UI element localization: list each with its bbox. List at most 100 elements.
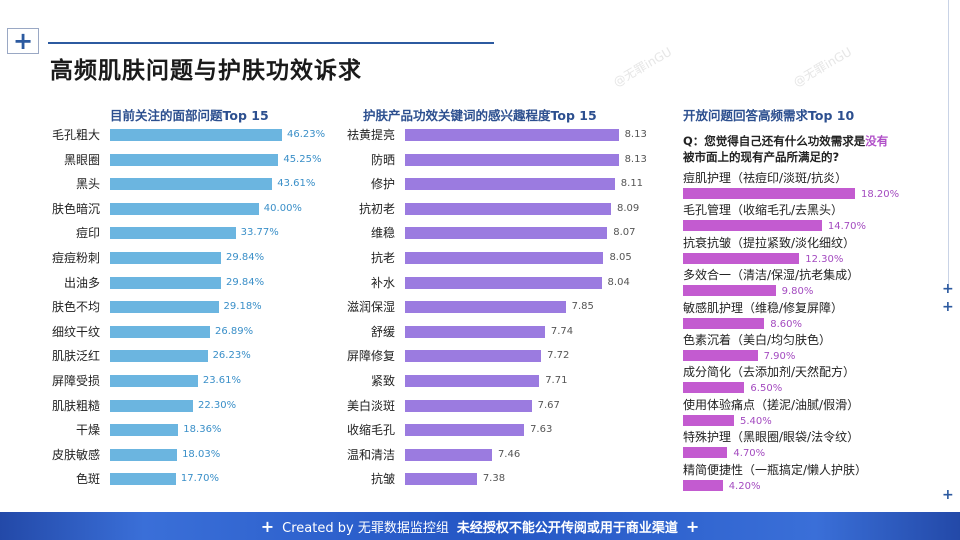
- data-label: 7.71: [545, 375, 568, 386]
- category-label: 色素沉着（美白/均匀肤色）: [683, 333, 832, 347]
- category-label: 特殊护理（黑眼圈/眼袋/法令纹）: [683, 430, 860, 445]
- category-label: 敏感肌护理（维稳/修复屏障）: [683, 300, 844, 315]
- category-label: 黑头: [75, 177, 100, 192]
- data-label: 4.70%: [733, 448, 766, 460]
- bar: [110, 448, 178, 461]
- data-label: 4.20%: [728, 480, 761, 492]
- watermark-text: @无罪inGU: [790, 44, 855, 90]
- category-label: 使用体验痛点（搓泥/油腻/假滑）: [683, 397, 860, 412]
- bar: [110, 276, 221, 289]
- bar: [110, 178, 273, 191]
- question-text: Q：您觉得自己还有什么功效需求是没有 被市面上的现有产品所满足的?: [683, 134, 889, 164]
- category-label: 补水: [370, 275, 395, 290]
- data-label: 8.11: [620, 178, 644, 190]
- data-label: 18.20%: [860, 189, 900, 200]
- watermark-text: @无罪inGU: [610, 44, 675, 90]
- data-label: 29.18%: [223, 301, 262, 313]
- category-label: 出油多: [63, 275, 100, 290]
- data-label: 18.36%: [183, 424, 222, 436]
- data-label: 33.77%: [240, 227, 279, 239]
- bar: [683, 317, 765, 329]
- chart3-title: 开放问题回答高频需求Top 10: [683, 108, 855, 123]
- data-label: 7.46: [497, 448, 521, 460]
- data-label: 17.70%: [180, 473, 219, 485]
- data-label: 7.63: [530, 424, 553, 436]
- bar: [405, 399, 532, 412]
- data-label: 8.05: [609, 252, 632, 263]
- category-label: 痘肌护理（祛痘印/淡斑/抗炎）: [683, 171, 848, 185]
- category-label: 滋润保湿: [346, 300, 395, 315]
- bar: [110, 473, 176, 486]
- category-label: 肤色不均: [51, 300, 100, 315]
- bar: [405, 301, 566, 314]
- bar: [110, 399, 193, 412]
- data-label: 8.09: [617, 202, 640, 214]
- data-label: 46.23%: [286, 129, 326, 140]
- footer-notice: 未经授权不能公开传阅或用于商业渠道: [456, 520, 678, 536]
- bar: [405, 325, 545, 338]
- bar: [683, 382, 745, 394]
- category-label: 屏障受损: [51, 374, 100, 388]
- bar: [110, 153, 279, 166]
- plus-icon: +: [685, 516, 700, 536]
- bar: [405, 202, 611, 215]
- bar: [683, 285, 776, 297]
- data-label: 6.50%: [750, 383, 783, 395]
- bar: [683, 414, 735, 426]
- bar: [110, 129, 282, 141]
- data-label: 7.90%: [763, 351, 796, 362]
- data-label: 29.84%: [226, 252, 265, 263]
- data-label: 7.74: [550, 325, 574, 337]
- category-label: 收缩毛孔: [346, 423, 395, 438]
- footer-banner: + Created by 无罪数据监控组 未经授权不能公开传阅或用于商业渠道 +: [0, 512, 960, 540]
- data-label: 18.03%: [182, 448, 221, 460]
- plus-icon: +: [942, 487, 954, 503]
- data-label: 43.61%: [277, 178, 316, 190]
- category-label: 紧致: [370, 374, 395, 388]
- category-label: 精简便捷性（一瓶搞定/懒人护肤）: [683, 462, 868, 477]
- plus-icon: +: [942, 281, 954, 297]
- header-divider: [48, 42, 494, 44]
- category-label: 抗衰抗皱（提拉紧致/淡化细纹）: [683, 235, 856, 250]
- bar: [405, 178, 615, 191]
- bar: [110, 325, 211, 338]
- category-label: 皮肤敏感: [51, 447, 100, 462]
- data-label: 7.67: [537, 399, 560, 411]
- bar: [683, 350, 758, 361]
- data-label: 9.80%: [781, 286, 814, 298]
- bar: [110, 350, 208, 363]
- data-label: 8.60%: [770, 318, 803, 330]
- bar: [110, 375, 198, 387]
- data-label: 12.30%: [805, 253, 844, 265]
- bar: [110, 424, 179, 437]
- data-label: 8.07: [613, 227, 636, 239]
- data-label: 7.38: [482, 473, 506, 485]
- bar: [405, 129, 619, 141]
- category-label: 肤色暗沉: [51, 201, 100, 216]
- category-label: 祛黄提亮: [346, 128, 395, 142]
- data-label: 45.25%: [283, 153, 322, 165]
- bar: [405, 448, 492, 461]
- category-label: 抗老: [370, 251, 395, 265]
- category-label: 痘印: [75, 226, 100, 241]
- category-label: 肌肤泛红: [51, 349, 100, 364]
- bar: [405, 424, 525, 437]
- footer-created: Created by 无罪数据监控组: [282, 520, 449, 536]
- data-label: 26.89%: [215, 325, 254, 337]
- bar: [683, 188, 855, 199]
- category-label: 痘痘粉刺: [51, 251, 100, 265]
- category-label: 维稳: [370, 226, 395, 241]
- bar: [405, 252, 604, 264]
- category-label: 修护: [370, 177, 395, 192]
- side-divider: [948, 0, 949, 290]
- category-label: 舒缓: [370, 324, 395, 339]
- category-label: 屏障修复: [346, 349, 395, 364]
- category-label: 干燥: [75, 423, 100, 438]
- category-label: 抗皱: [370, 472, 395, 487]
- bar: [405, 350, 542, 363]
- page-title: 高频肌肤问题与护肤功效诉求: [50, 58, 362, 84]
- plus-icon: +: [7, 28, 39, 54]
- category-label: 成分简化（去添加剂/天然配方）: [683, 365, 856, 380]
- data-label: 8.04: [607, 276, 630, 288]
- bar: [683, 479, 723, 491]
